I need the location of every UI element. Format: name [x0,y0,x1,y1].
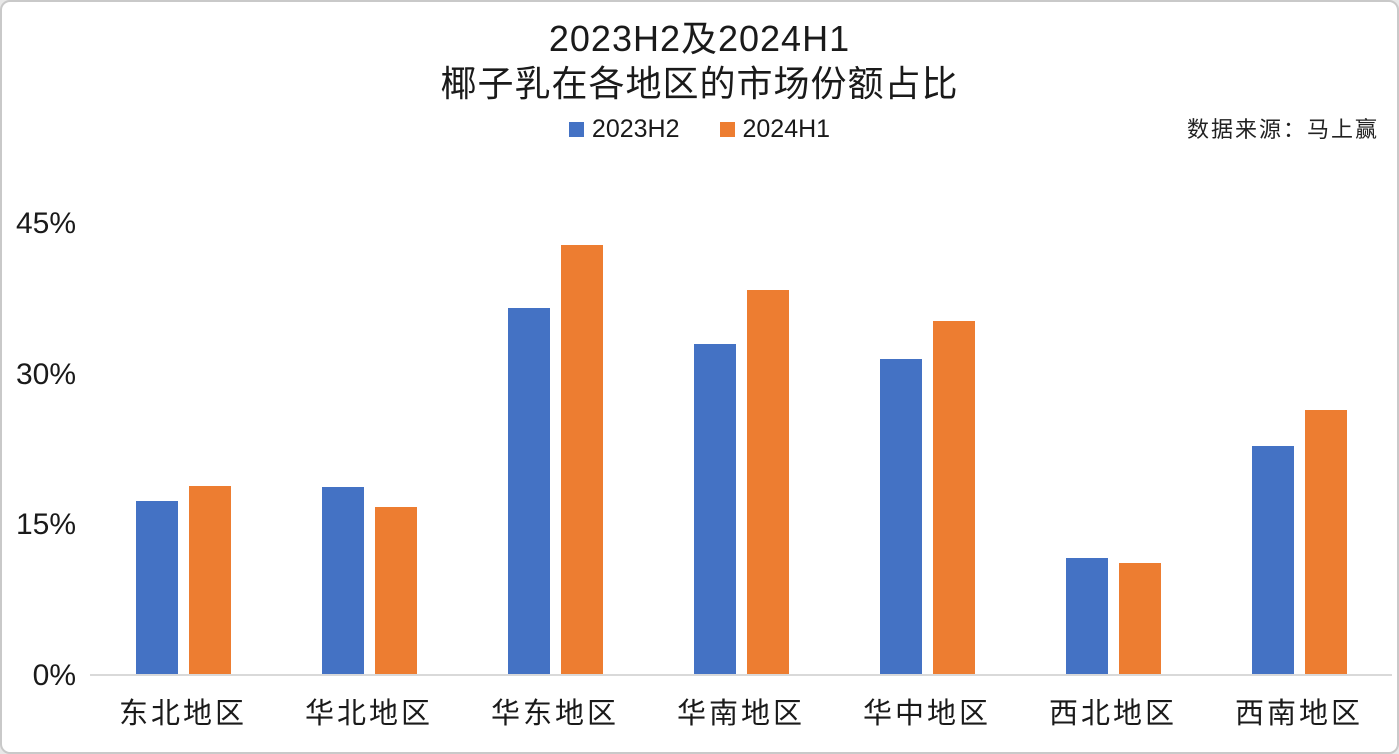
legend-item-2024h1: 2024H1 [719,114,831,144]
bar [932,321,975,674]
chart-title: 2023H2及2024H1 椰子乳在各地区的市场份额占比 [2,2,1397,106]
bar-group [1206,224,1392,674]
x-axis-category-label: 华北地区 [304,698,433,730]
bar [746,290,789,674]
bar-group [90,224,276,674]
legend-label: 2023H2 [591,114,680,143]
bar [374,507,417,674]
bar [188,486,231,674]
x-axis-category-label: 华中地区 [862,698,991,730]
bar [1304,410,1347,674]
chart-title-line-1: 2023H2及2024H1 [548,18,851,59]
bar [560,245,603,674]
legend-item-2023h2: 2023H2 [568,114,680,144]
bar [1251,446,1294,674]
chart-body: 0% 15% 30% 45% [2,209,1397,691]
x-axis-category-label: 华东地区 [490,698,619,730]
y-axis-tick-label: 45% [15,207,76,240]
bar [321,487,364,674]
legend-swatch [719,121,735,137]
bar [507,308,550,674]
x-axis-category-label: 西北地区 [1048,698,1177,730]
bar [879,359,922,674]
legend-swatch [568,121,584,137]
bar-group [1020,224,1206,674]
bar-group [648,224,834,674]
bar [1065,558,1108,674]
y-axis-tick-label: 0% [32,659,76,692]
x-axis: 东北地区 华北地区 华东地区 华南地区 华中地区 西北地区 西南地区 [90,690,1392,732]
legend-label: 2024H1 [742,114,831,143]
bar-group [462,224,648,674]
x-axis-category-label: 华南地区 [676,698,805,730]
data-source-note: 数据来源：马上赢 [1186,117,1379,142]
y-axis-tick-label: 30% [15,357,76,391]
y-axis: 0% 15% 30% 45% [2,209,76,691]
y-axis-tick-label: 15% [15,508,76,542]
bar [1118,563,1161,674]
plot-area [90,224,1392,676]
bar-group [276,224,462,674]
bar [135,501,178,674]
x-axis-category-label: 西南地区 [1234,698,1363,730]
chart-title-line-2: 椰子乳在各地区的市场份额占比 [440,63,959,104]
bar [693,344,736,674]
x-axis-category-label: 东北地区 [118,698,247,730]
bar-group [834,224,1020,674]
legend: 2023H2 2024H1 [2,114,1397,144]
